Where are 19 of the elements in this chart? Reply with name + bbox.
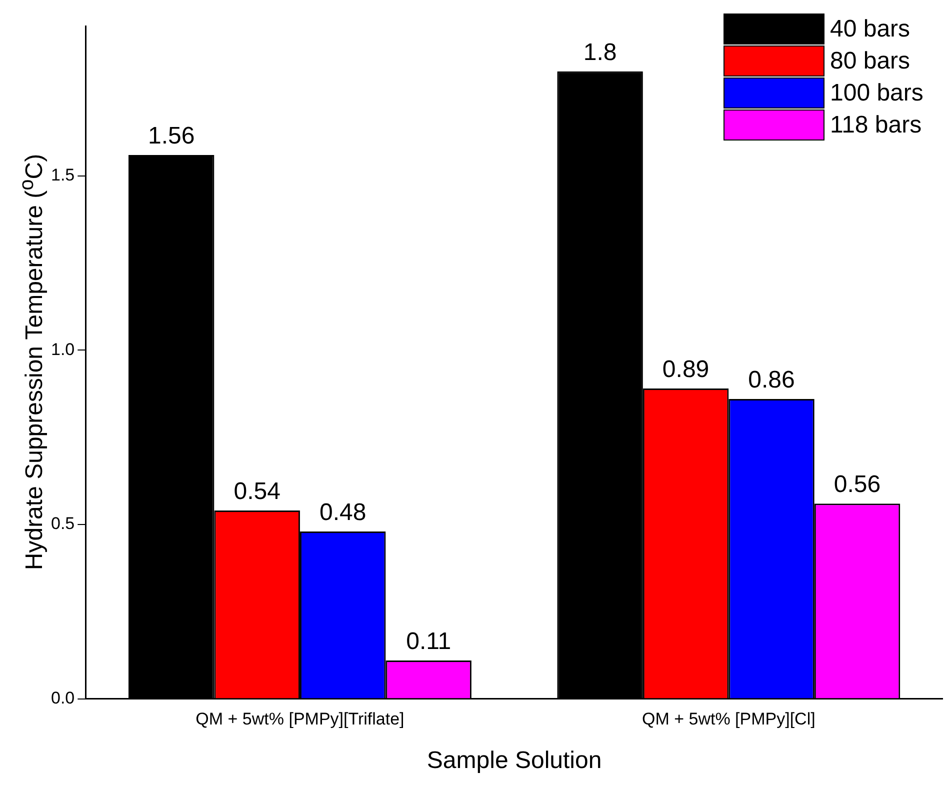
data-label: 0.89	[662, 356, 710, 384]
y-tick-label: 1.0	[50, 340, 75, 359]
y-tick-label: 1.5	[50, 166, 75, 185]
data-label: 0.54	[234, 478, 280, 506]
data-label: 1.56	[148, 122, 195, 150]
data-label: 0.56	[834, 471, 881, 498]
x-tick-label: QM + 5wt% [PMPy][Triflate]	[196, 710, 404, 729]
data-label: 0.86	[748, 366, 795, 394]
x-axis-title: Sample Solution	[426, 747, 602, 774]
y-tick-label: 0.5	[50, 514, 75, 534]
legend-label: 80 bars	[830, 48, 910, 75]
data-label: 1.8	[583, 38, 617, 66]
data-label: 0.48	[319, 499, 366, 526]
x-tick-label: QM + 5wt% [PMPy][Cl]	[642, 710, 816, 729]
legend-label: 100 bars	[830, 80, 924, 107]
data-label: 0.11	[406, 628, 452, 656]
legend-label: 118 bars	[830, 112, 922, 139]
y-tick-label: 0.0	[50, 688, 75, 708]
legend-label: 40 bars	[830, 16, 910, 43]
